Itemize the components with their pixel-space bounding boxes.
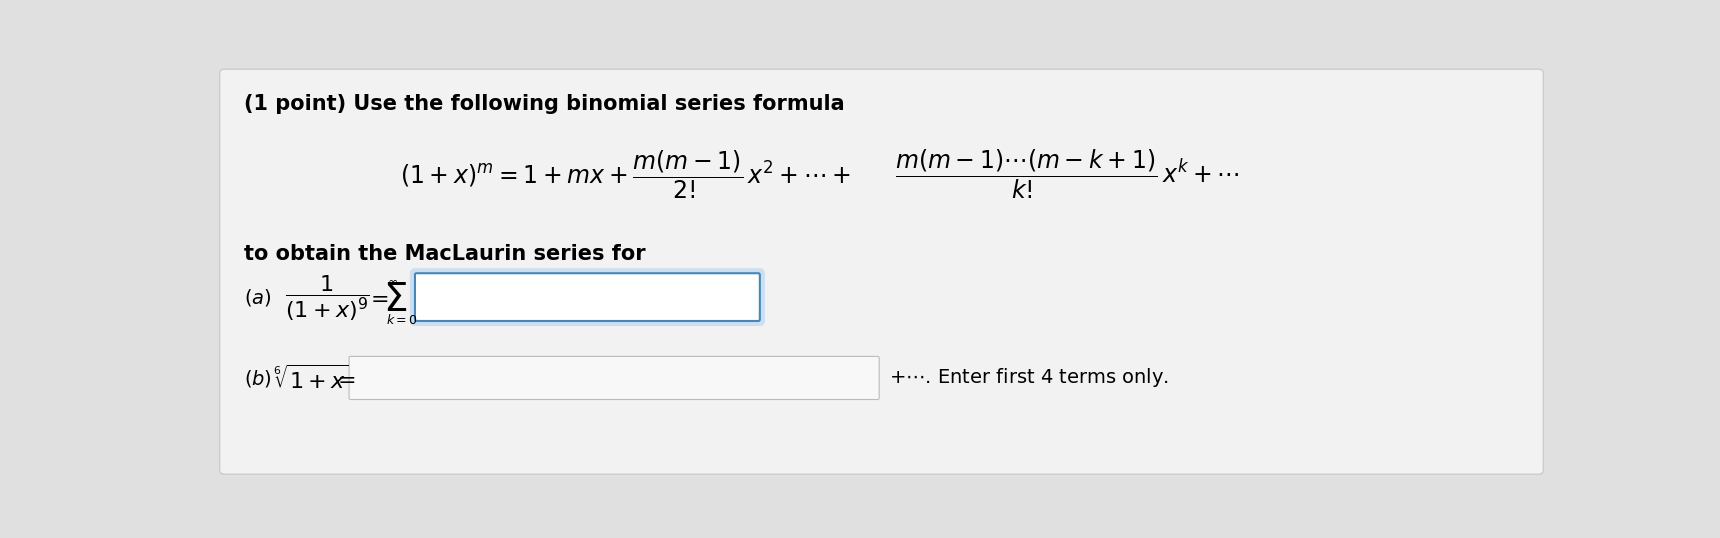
Text: $k{=}0$: $k{=}0$ [387, 313, 418, 327]
Text: $=$: $=$ [332, 369, 356, 389]
Text: $(1 + x)^{m} = 1 + mx + \dfrac{m(m-1)}{2!}\,x^{2} + \cdots +$: $(1 + x)^{m} = 1 + mx + \dfrac{m(m-1)}{2… [401, 148, 851, 201]
FancyBboxPatch shape [220, 69, 1543, 474]
Text: $\dfrac{1}{(1+x)^{9}}$: $\dfrac{1}{(1+x)^{9}}$ [286, 273, 370, 323]
Text: $=$: $=$ [366, 288, 389, 308]
FancyBboxPatch shape [415, 273, 760, 321]
Text: $\dfrac{m(m-1)\cdots(m-k+1)}{k!}\,x^{k} + \cdots$: $\dfrac{m(m-1)\cdots(m-k+1)}{k!}\,x^{k} … [896, 148, 1240, 201]
Text: $\infty$: $\infty$ [387, 275, 397, 288]
Text: $(a)$: $(a)$ [244, 287, 272, 308]
Text: to obtain the MacLaurin series for: to obtain the MacLaurin series for [244, 244, 647, 264]
Text: $\Sigma$: $\Sigma$ [384, 282, 408, 318]
Text: $\sqrt[6]{1+x}$: $\sqrt[6]{1+x}$ [273, 365, 349, 393]
Text: $(b)$: $(b)$ [244, 368, 272, 389]
Text: $+\cdots$. Enter first 4 terms only.: $+\cdots$. Enter first 4 terms only. [889, 366, 1170, 390]
FancyBboxPatch shape [349, 356, 879, 400]
Text: (1 point) Use the following binomial series formula: (1 point) Use the following binomial ser… [244, 94, 845, 114]
